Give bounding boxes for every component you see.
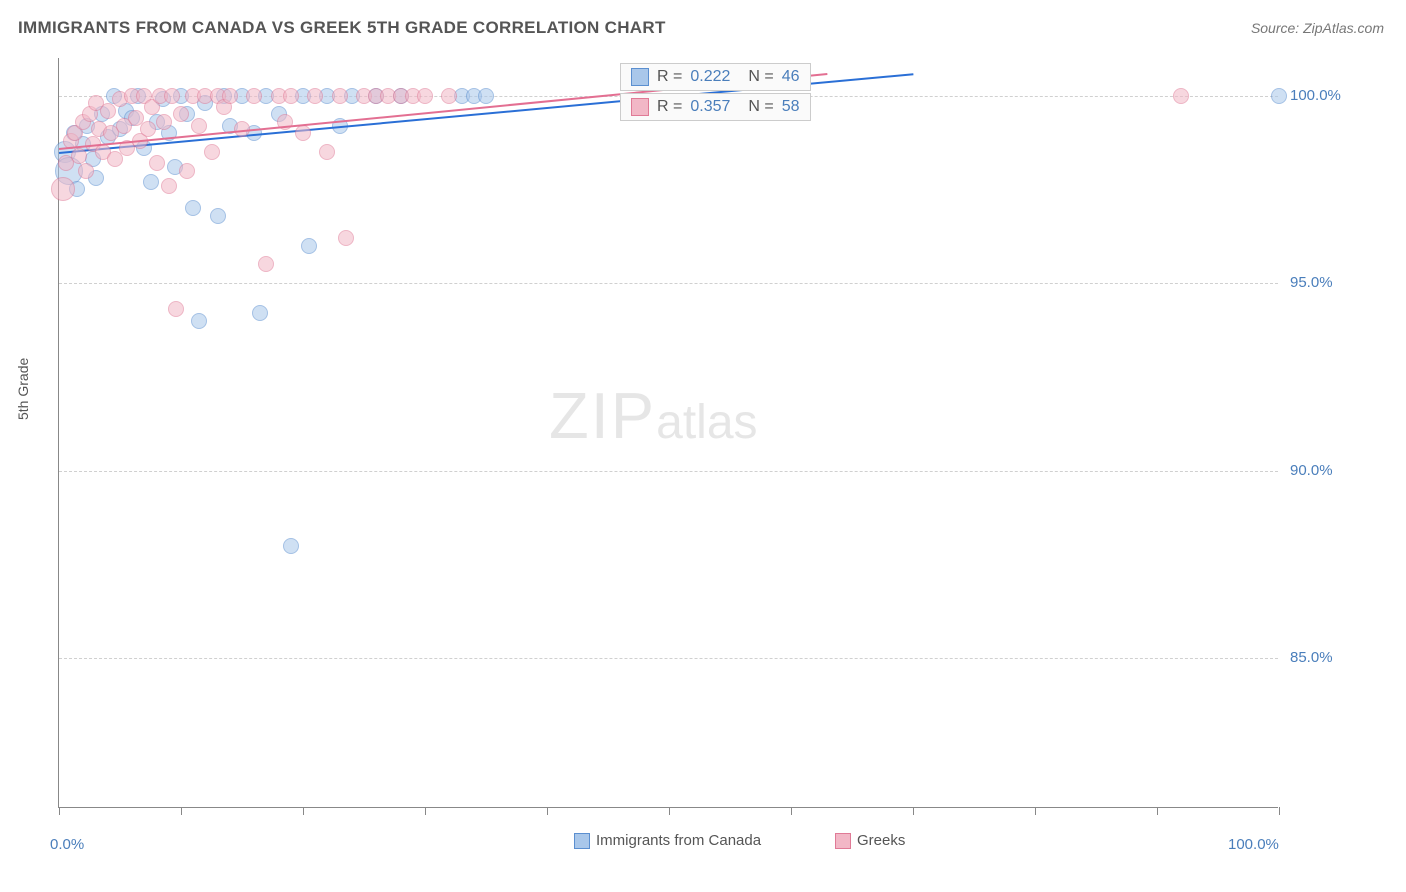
x-tick bbox=[669, 807, 670, 815]
x-tick-label: 0.0% bbox=[50, 836, 84, 853]
legend-n-value: 58 bbox=[782, 98, 800, 116]
stat-legend-row: R = 0.222 N = 46 bbox=[620, 63, 811, 91]
legend-r-label: R = bbox=[657, 68, 682, 86]
data-point bbox=[173, 106, 189, 122]
series-legend-item: Greeks bbox=[835, 832, 905, 849]
data-point bbox=[185, 200, 201, 216]
data-point bbox=[168, 301, 184, 317]
legend-r-value: 0.357 bbox=[690, 98, 730, 116]
data-point bbox=[210, 208, 226, 224]
gridline bbox=[59, 658, 1278, 659]
legend-n-value: 46 bbox=[782, 68, 800, 86]
data-point bbox=[295, 125, 311, 141]
data-point bbox=[319, 144, 335, 160]
data-point bbox=[179, 163, 195, 179]
x-tick bbox=[1035, 807, 1036, 815]
data-point bbox=[164, 88, 180, 104]
data-point bbox=[332, 88, 348, 104]
x-tick bbox=[59, 807, 60, 815]
data-point bbox=[149, 155, 165, 171]
x-tick bbox=[181, 807, 182, 815]
legend-series-name: Immigrants from Canada bbox=[596, 832, 761, 849]
data-point bbox=[283, 538, 299, 554]
data-point bbox=[307, 88, 323, 104]
chart-title: IMMIGRANTS FROM CANADA VS GREEK 5TH GRAD… bbox=[18, 18, 666, 38]
x-tick bbox=[1157, 807, 1158, 815]
data-point bbox=[78, 163, 94, 179]
data-point bbox=[222, 88, 238, 104]
data-point bbox=[204, 144, 220, 160]
data-point bbox=[417, 88, 433, 104]
watermark-small: atlas bbox=[656, 396, 757, 449]
watermark: ZIPatlas bbox=[549, 378, 758, 453]
legend-r-label: R = bbox=[657, 98, 682, 116]
data-point bbox=[301, 238, 317, 254]
legend-swatch bbox=[631, 68, 649, 86]
x-tick-label: 100.0% bbox=[1228, 836, 1279, 853]
y-tick-label: 90.0% bbox=[1290, 462, 1333, 479]
data-point bbox=[338, 230, 354, 246]
data-point bbox=[143, 174, 159, 190]
x-tick bbox=[913, 807, 914, 815]
legend-series-name: Greeks bbox=[857, 832, 905, 849]
y-tick-label: 100.0% bbox=[1290, 87, 1341, 104]
x-tick bbox=[547, 807, 548, 815]
data-point bbox=[51, 177, 75, 201]
x-tick bbox=[791, 807, 792, 815]
gridline bbox=[59, 471, 1278, 472]
y-axis-title: 5th Grade bbox=[15, 358, 31, 420]
data-point bbox=[283, 88, 299, 104]
data-point bbox=[478, 88, 494, 104]
x-tick bbox=[1279, 807, 1280, 815]
stat-legend-row: R = 0.357 N = 58 bbox=[620, 93, 811, 121]
x-tick bbox=[425, 807, 426, 815]
data-point bbox=[1173, 88, 1189, 104]
legend-swatch bbox=[835, 833, 851, 849]
y-tick-label: 85.0% bbox=[1290, 649, 1333, 666]
data-point bbox=[252, 305, 268, 321]
scatter-plot: ZIPatlas bbox=[58, 58, 1278, 808]
data-point bbox=[161, 178, 177, 194]
legend-swatch bbox=[574, 833, 590, 849]
data-point bbox=[191, 313, 207, 329]
gridline bbox=[59, 283, 1278, 284]
watermark-big: ZIP bbox=[549, 379, 656, 452]
data-point bbox=[140, 121, 156, 137]
legend-swatch bbox=[631, 98, 649, 116]
data-point bbox=[246, 88, 262, 104]
y-tick-label: 95.0% bbox=[1290, 274, 1333, 291]
source-label: Source: ZipAtlas.com bbox=[1251, 20, 1384, 36]
data-point bbox=[1271, 88, 1287, 104]
data-point bbox=[191, 118, 207, 134]
legend-n-label: N = bbox=[748, 68, 773, 86]
data-point bbox=[156, 114, 172, 130]
series-legend-item: Immigrants from Canada bbox=[574, 832, 761, 849]
legend-r-value: 0.222 bbox=[690, 68, 730, 86]
data-point bbox=[71, 148, 87, 164]
data-point bbox=[258, 256, 274, 272]
x-tick bbox=[303, 807, 304, 815]
legend-n-label: N = bbox=[748, 98, 773, 116]
data-point bbox=[441, 88, 457, 104]
